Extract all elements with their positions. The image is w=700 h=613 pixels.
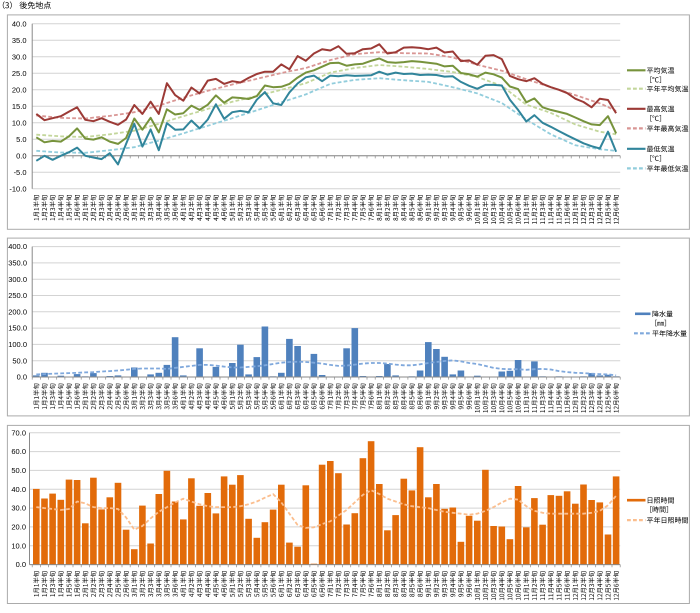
svg-text:0.0: 0.0 [17, 373, 27, 382]
svg-text:35.0: 35.0 [12, 36, 27, 45]
svg-text:300.0: 300.0 [8, 275, 27, 284]
svg-text:0.0: 0.0 [16, 560, 26, 569]
svg-text:250.0: 250.0 [8, 291, 27, 300]
svg-text:-10.0: -10.0 [9, 184, 26, 193]
svg-text:25.0: 25.0 [12, 69, 27, 78]
svg-text:10.0: 10.0 [11, 541, 26, 550]
svg-text:400.0: 400.0 [8, 242, 27, 251]
svg-text:30.0: 30.0 [12, 52, 27, 61]
svg-text:20.0: 20.0 [11, 523, 26, 532]
svg-text:-5.0: -5.0 [14, 168, 27, 177]
svg-text:150.0: 150.0 [8, 324, 27, 333]
svg-text:350.0: 350.0 [8, 259, 27, 268]
svg-text:50.0: 50.0 [11, 466, 26, 475]
svg-text:200.0: 200.0 [8, 307, 27, 316]
svg-text:100.0: 100.0 [8, 340, 27, 349]
svg-text:0.0: 0.0 [16, 151, 26, 160]
svg-text:30.0: 30.0 [11, 504, 26, 513]
svg-text:15.0: 15.0 [12, 102, 27, 111]
svg-text:50.0: 50.0 [12, 356, 27, 365]
svg-text:20.0: 20.0 [12, 85, 27, 94]
svg-text:40.0: 40.0 [12, 19, 27, 28]
svg-text:5.0: 5.0 [16, 135, 26, 144]
svg-text:40.0: 40.0 [11, 485, 26, 494]
svg-text:60.0: 60.0 [11, 447, 26, 456]
svg-text:10.0: 10.0 [12, 118, 27, 127]
svg-text:70.0: 70.0 [11, 428, 26, 437]
